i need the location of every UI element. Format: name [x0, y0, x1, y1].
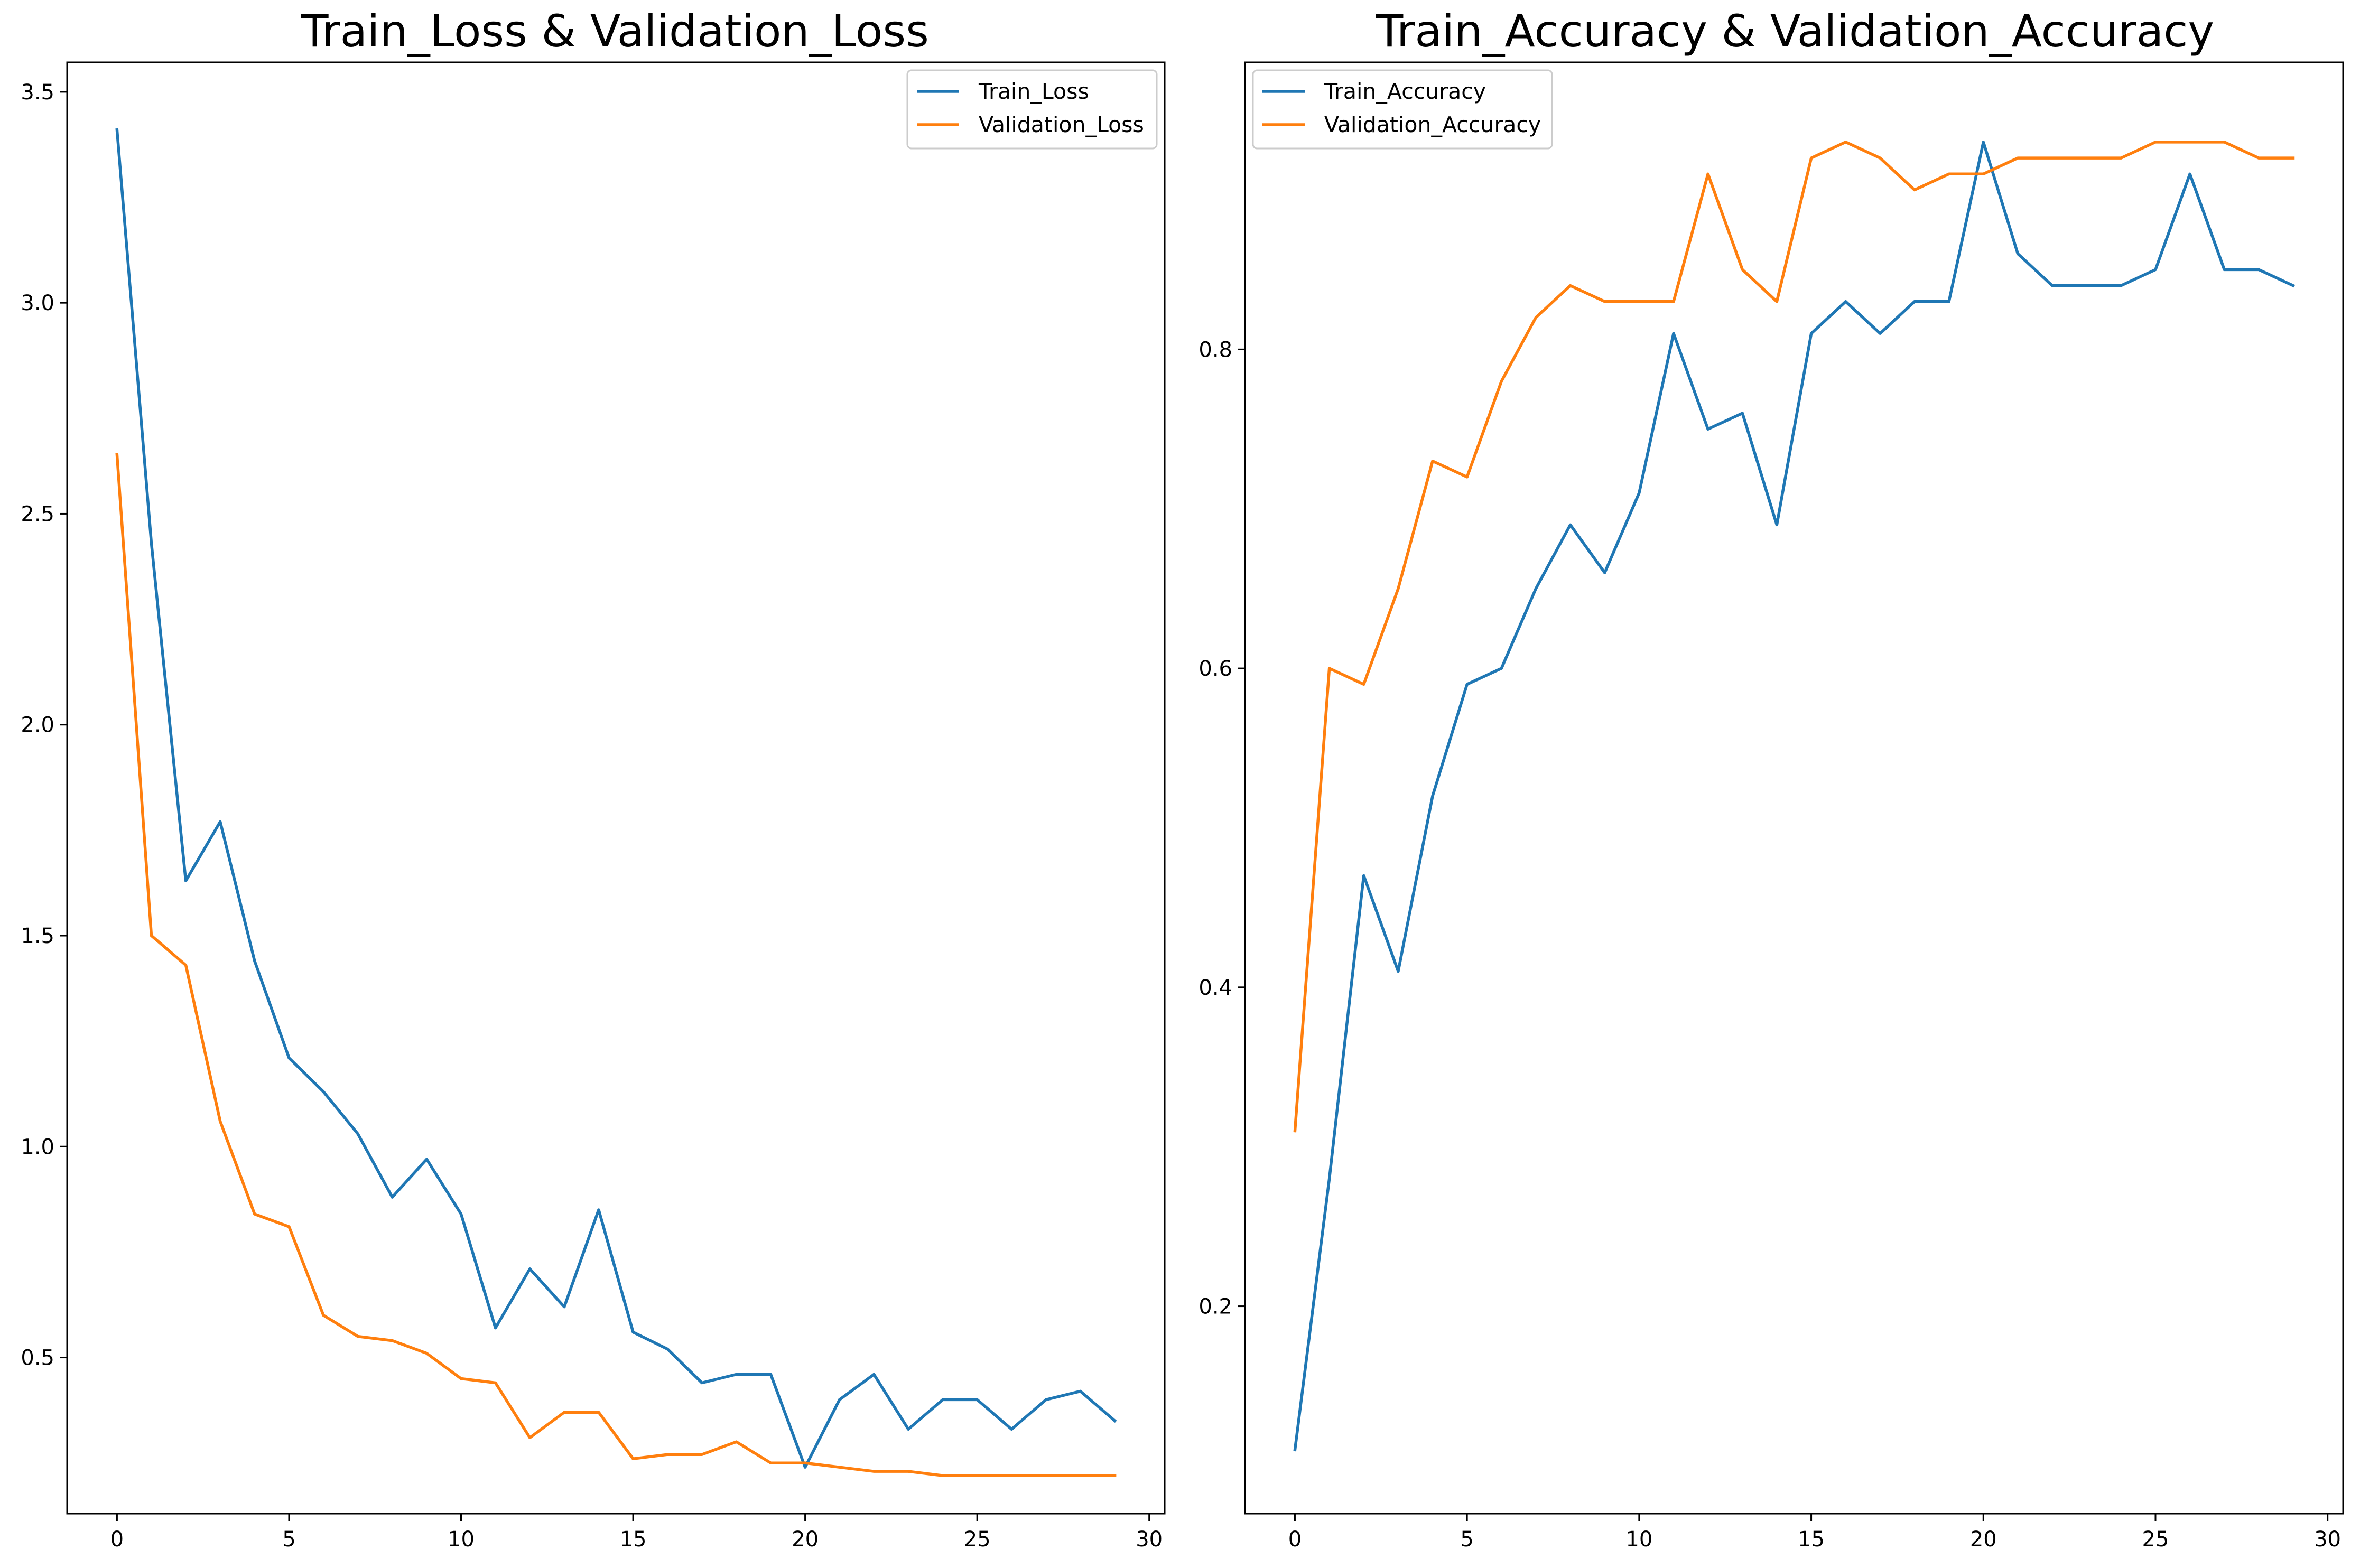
accuracy-chart-y-tick-label: 0.2 — [1198, 1295, 1232, 1319]
accuracy-chart-y-tick-label: 0.8 — [1198, 338, 1232, 362]
accuracy-chart-y-tick-label: 0.4 — [1198, 976, 1232, 1000]
loss-chart-x-axis: 0 5 10 15 20 25 30 — [110, 1514, 1163, 1552]
loss-chart-series-validation — [115, 453, 1117, 1477]
accuracy-chart-series-train — [1293, 141, 2296, 1452]
accuracy-chart-legend-label-validation: Validation_Accuracy — [1324, 112, 1541, 137]
accuracy-chart-title: Train_Accuracy & Validation_Accuracy — [1376, 5, 2214, 57]
loss-chart-x-tick-label: 25 — [964, 1527, 991, 1552]
loss-chart-title: Train_Loss & Validation_Loss — [301, 5, 929, 57]
loss-chart-x-tick-label: 10 — [448, 1527, 475, 1552]
accuracy-chart-x-tick-label: 30 — [2314, 1527, 2341, 1552]
loss-chart-x-tick-label: 0 — [110, 1527, 124, 1552]
loss-chart-legend-box — [906, 69, 1158, 150]
accuracy-chart-x-tick-label: 5 — [1460, 1527, 1473, 1552]
accuracy-chart: Train_Accuracy & Validation_Accuracy 0 5 1… — [1198, 5, 2344, 1552]
loss-chart-x-tick-label: 15 — [620, 1527, 647, 1552]
loss-chart-y-tick-label: 2.5 — [21, 502, 54, 526]
loss-chart-axes-frame — [66, 61, 1166, 1515]
loss-chart-x-tick-label: 20 — [792, 1527, 819, 1552]
loss-chart-legend-label-validation: Validation_Loss — [979, 112, 1144, 137]
accuracy-chart-x-axis: 0 5 10 15 20 25 30 — [1288, 1514, 2341, 1552]
accuracy-chart-series-validation — [1293, 141, 2295, 1133]
loss-chart-y-tick-label: 3.5 — [21, 80, 54, 105]
accuracy-chart-x-tick-label: 15 — [1798, 1527, 1825, 1552]
loss-chart-x-tick-label: 5 — [282, 1527, 295, 1552]
accuracy-chart-x-tick-label: 0 — [1288, 1527, 1302, 1552]
loss-chart-y-tick-label: 0.5 — [21, 1346, 54, 1370]
accuracy-chart-x-tick-label: 10 — [1625, 1527, 1652, 1552]
loss-chart-x-tick-label: 30 — [1136, 1527, 1163, 1552]
loss-chart-series-train — [115, 128, 1117, 1469]
loss-chart-legend: Train_Loss Validation_Loss — [906, 69, 1158, 150]
accuracy-chart-legend-label-train: Train_Accuracy — [1324, 79, 1486, 104]
loss-chart-y-tick-label: 1.0 — [21, 1135, 54, 1159]
accuracy-chart-y-tick-label: 0.6 — [1198, 657, 1232, 681]
loss-chart: Train_Loss & Validation_Loss 0 5 10 15 20 25 3… — [21, 5, 1166, 1552]
loss-chart-y-tick-label: 1.5 — [21, 924, 54, 948]
loss-chart-y-tick-label: 3.0 — [21, 291, 54, 315]
accuracy-chart-y-axis: 0.2 0.4 0.6 0.8 — [1198, 338, 1245, 1319]
accuracy-chart-legend-box — [1252, 69, 1553, 150]
loss-chart-y-tick-label: 2.0 — [21, 713, 54, 738]
loss-chart-legend-label-train: Train_Loss — [978, 79, 1089, 104]
loss-chart-series — [115, 128, 1117, 1477]
accuracy-chart-series — [1293, 141, 2296, 1452]
accuracy-chart-axes-frame — [1244, 61, 2344, 1515]
loss-chart-y-axis: 0.5 1.0 1.5 2.0 2.5 3.0 3.5 — [21, 80, 67, 1370]
accuracy-chart-x-tick-label: 25 — [2142, 1527, 2169, 1552]
accuracy-chart-x-tick-label: 20 — [1970, 1527, 1997, 1552]
accuracy-chart-legend: Train_Accuracy Validation_Accuracy — [1252, 69, 1553, 150]
